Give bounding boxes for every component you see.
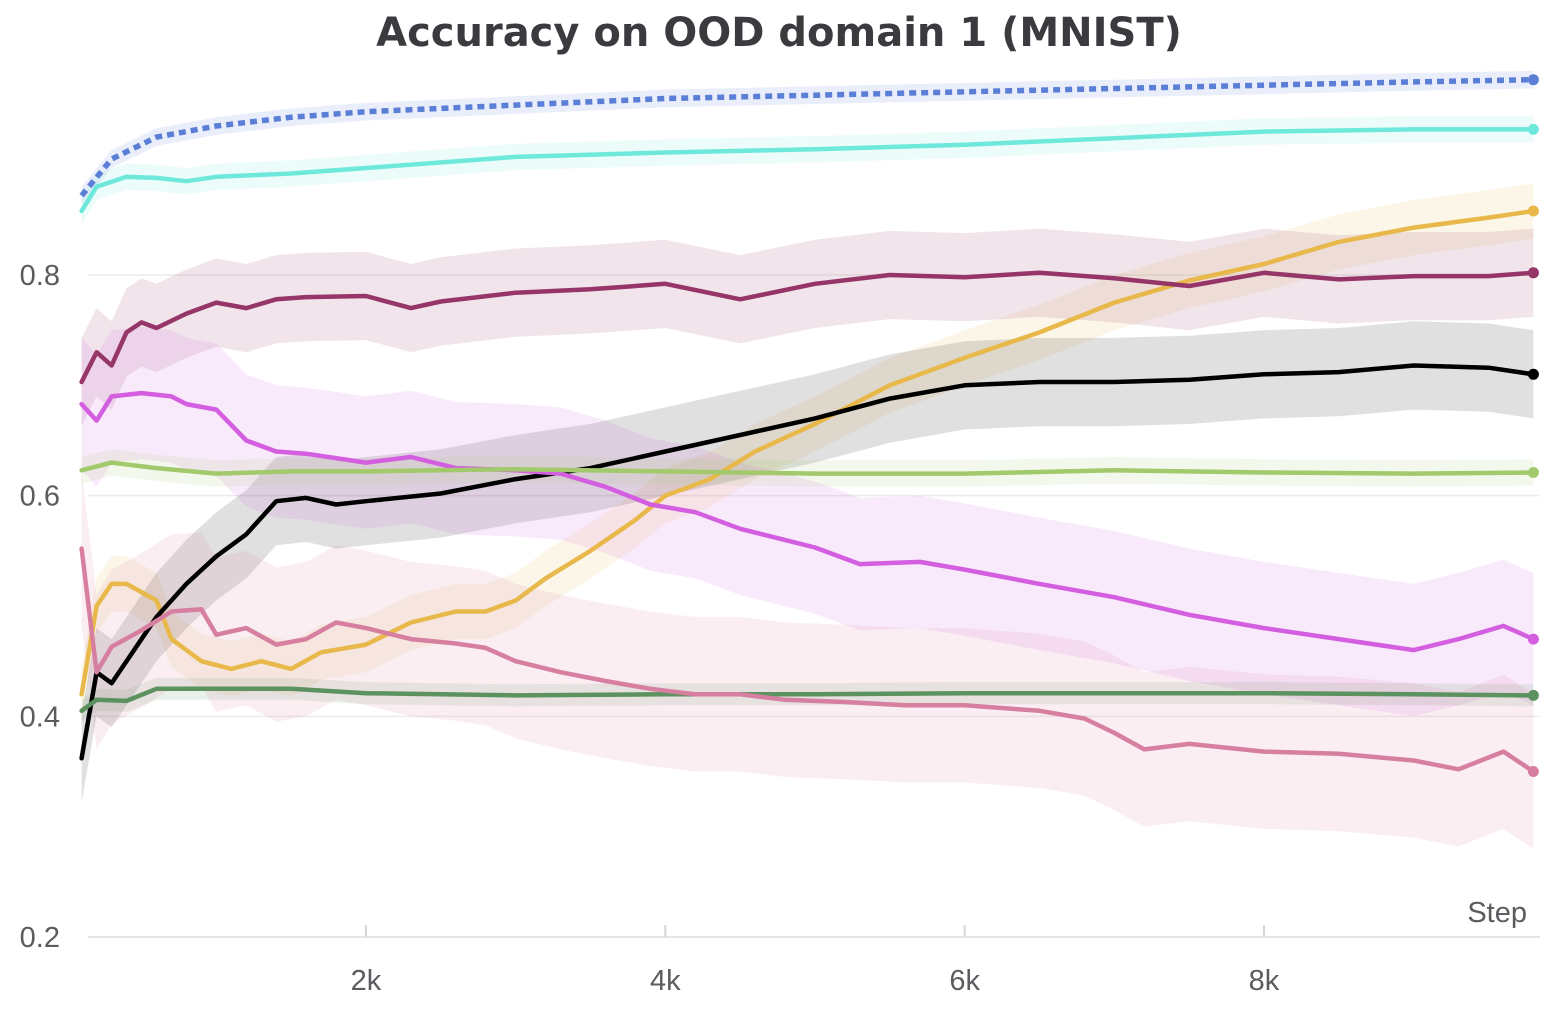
series-band-8 bbox=[81, 471, 1534, 849]
series-line-3 bbox=[79, 270, 1536, 385]
x-tick-label: 4k bbox=[650, 965, 681, 997]
series-lines bbox=[79, 74, 1539, 777]
series-end-point-3 bbox=[1527, 267, 1539, 279]
series-end-point-8 bbox=[1527, 766, 1539, 777]
series-end-point-1 bbox=[1527, 123, 1539, 135]
series-line-0 bbox=[79, 76, 1534, 198]
series-line-7 bbox=[79, 686, 1536, 714]
y-tick-label: 0.8 bbox=[20, 260, 60, 292]
series-end-point-0 bbox=[1527, 74, 1539, 86]
y-tick-label: 0.2 bbox=[20, 922, 60, 954]
series-band-5 bbox=[81, 326, 1534, 717]
series-band-0 bbox=[81, 70, 1534, 205]
series-end-point-2 bbox=[1527, 205, 1539, 217]
chart-title: Accuracy on OOD domain 1 (MNIST) bbox=[376, 10, 1182, 56]
series-end-point-6 bbox=[1527, 467, 1539, 478]
x-tick-label: 2k bbox=[351, 965, 382, 997]
grid-lines bbox=[88, 274, 1540, 938]
series-band-1 bbox=[81, 116, 1534, 225]
x-axis-title: Step bbox=[1467, 897, 1527, 929]
confidence-bands bbox=[81, 70, 1534, 849]
series-line-2 bbox=[79, 208, 1536, 697]
series-line-8 bbox=[79, 546, 1536, 774]
series-end-point-7 bbox=[1527, 689, 1539, 701]
x-tick-label: 8k bbox=[1249, 965, 1280, 997]
series-band-6 bbox=[81, 449, 1534, 487]
series-line-1 bbox=[79, 127, 1536, 214]
series-line-5 bbox=[79, 390, 1536, 653]
y-tick-label: 0.4 bbox=[20, 701, 60, 733]
axes: Step 0.2 0.4 0.6 0.8 2k 4k 6k 8k bbox=[20, 260, 1527, 997]
series-band-3 bbox=[81, 228, 1534, 427]
series-band-2 bbox=[81, 183, 1534, 722]
series-end-point-5 bbox=[1527, 633, 1539, 645]
series-line-6 bbox=[79, 460, 1536, 476]
series-end-point-4 bbox=[1527, 368, 1539, 380]
y-tick-label: 0.6 bbox=[20, 481, 60, 513]
x-tick-label: 6k bbox=[949, 965, 980, 997]
